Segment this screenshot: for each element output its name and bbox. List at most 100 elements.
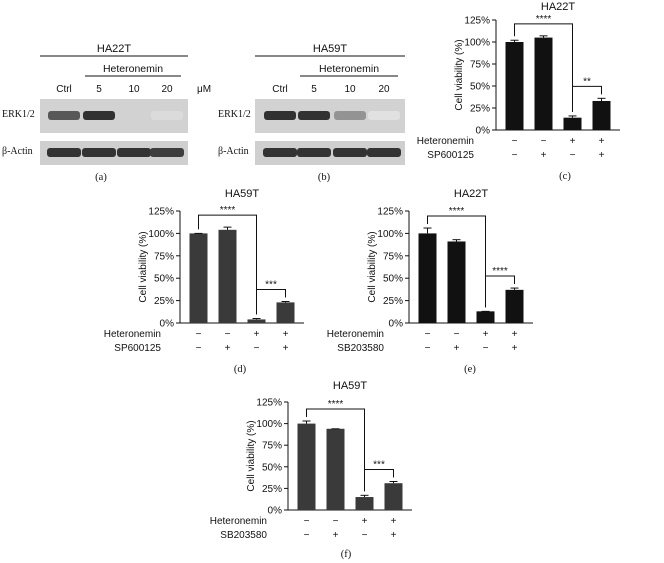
bar	[418, 233, 437, 323]
treatment-sign: +	[254, 329, 260, 340]
y-tick-label: 25%	[470, 104, 490, 115]
treatment-row-label: SB203580	[220, 530, 267, 541]
bar	[534, 37, 553, 130]
blot-lane-label: 10	[128, 84, 140, 95]
significance-bracket	[306, 408, 365, 492]
treatment-sign: −	[454, 329, 460, 340]
y-tick-label: 125%	[256, 398, 282, 409]
significance-label: ***	[373, 459, 385, 470]
significance-bracket	[364, 468, 394, 492]
y-tick-label: 50%	[262, 462, 282, 473]
y-tick-label: 100%	[464, 38, 490, 49]
chart-title: HA59T	[333, 380, 368, 392]
treatment-row-label: SB203580	[337, 343, 384, 354]
bar	[297, 423, 316, 510]
treatment-sign: −	[333, 516, 339, 527]
y-tick-label: 75%	[470, 60, 490, 71]
significance-bracket	[572, 85, 602, 112]
treatment-sign: −	[425, 343, 431, 354]
treatment-sign: −	[570, 150, 576, 161]
y-axis-label: Cell viability (%)	[367, 231, 378, 302]
significance-bracket	[514, 23, 573, 112]
treatment-sign: +	[512, 329, 518, 340]
treatment-sign: −	[483, 343, 489, 354]
panel-label: (a)	[95, 172, 107, 183]
blot-lane-label: 20	[161, 84, 173, 95]
y-tick-label: 50%	[470, 82, 490, 93]
blot-row-label-actin: β-Actin	[218, 146, 249, 157]
chart-panel-2: HA22T 0% 25% 50% 75% 100% 125% Cell viability (…	[327, 188, 533, 375]
bar	[505, 289, 524, 323]
treatment-sign: −	[512, 136, 518, 147]
significance-label: **	[583, 76, 591, 87]
panel-label: (b)	[318, 172, 331, 183]
bar	[563, 117, 582, 130]
blot-lane-label: 20	[378, 84, 390, 95]
significance-label: ***	[265, 279, 277, 290]
y-axis-label: Cell viability (%)	[246, 420, 257, 491]
treatment-sign: +	[391, 530, 397, 541]
blot-lane-label: 10	[344, 84, 356, 95]
treatment-sign: +	[541, 150, 547, 161]
blot-band-actin	[263, 148, 297, 157]
y-tick-label: 0%	[389, 319, 404, 330]
blot-panel-0: HA22T Heteronemin Ctrl 5 10 20 μM ERK1/2 β-Actin…	[2, 43, 211, 183]
chart-panel-3: HA59T 0% 25% 50% 75% 100% 125% Cell viability (…	[210, 380, 412, 560]
significance-bracket	[198, 214, 257, 315]
significance-label: ****	[220, 205, 236, 216]
treatment-sign: −	[196, 329, 202, 340]
blot-band-erk	[151, 111, 183, 120]
y-tick-label: 0%	[268, 506, 283, 517]
bar	[247, 319, 266, 323]
blot-band-erk	[368, 111, 400, 120]
significance-bracket	[427, 215, 486, 308]
y-tick-label: 75%	[262, 441, 282, 452]
blot-treatment-label: Heteronemin	[319, 63, 379, 75]
panel-label: (f)	[341, 549, 352, 560]
panel-label: (c)	[559, 171, 571, 182]
treatment-sign: +	[454, 343, 460, 354]
blot-cell-line: HA59T	[313, 43, 348, 55]
y-tick-label: 25%	[383, 296, 403, 307]
bar	[276, 302, 295, 323]
blot-band-actin	[297, 148, 331, 157]
y-tick-label: 0%	[160, 319, 175, 330]
treatment-sign: +	[333, 530, 339, 541]
y-axis-label: Cell viability (%)	[454, 39, 465, 110]
blot-treatment-label: Heteronemin	[103, 63, 163, 75]
blot-row-label-erk: ERK1/2	[2, 109, 35, 120]
bar	[384, 483, 403, 510]
blot-lane-label: 5	[96, 84, 102, 95]
treatment-row-label: Heteronemin	[210, 516, 267, 527]
chart-panel-0: HA22T 0% 25% 50% 75% 100% 125% Cell viability (…	[417, 1, 620, 182]
bar	[476, 311, 495, 323]
significance-label: ****	[449, 206, 465, 217]
treatment-sign: +	[570, 136, 576, 147]
panel-label: (d)	[234, 364, 247, 375]
blot-band-actin	[150, 148, 184, 157]
blot-cell-line: HA22T	[97, 43, 132, 55]
treatment-sign: −	[196, 343, 202, 354]
treatment-row-label: Heteronemin	[327, 329, 384, 340]
chart-title: HA59T	[225, 188, 260, 200]
treatment-sign: −	[225, 329, 231, 340]
blot-band-erk	[334, 111, 366, 120]
treatment-sign: −	[254, 343, 260, 354]
bar	[592, 100, 611, 130]
treatment-sign: −	[541, 136, 547, 147]
panel-label: (e)	[464, 364, 476, 375]
bar	[355, 497, 374, 510]
blot-band-erk	[264, 111, 296, 120]
y-tick-label: 75%	[154, 251, 174, 262]
treatment-sign: −	[512, 150, 518, 161]
treatment-row-label: SP600125	[114, 343, 161, 354]
y-tick-label: 25%	[154, 296, 174, 307]
treatment-sign: −	[304, 516, 310, 527]
y-tick-label: 125%	[464, 16, 490, 27]
treatment-sign: −	[362, 530, 368, 541]
treatment-row-label: Heteronemin	[417, 136, 474, 147]
treatment-row-label: SP600125	[427, 150, 474, 161]
y-tick-label: 50%	[383, 274, 403, 285]
significance-label: ****	[328, 399, 344, 410]
